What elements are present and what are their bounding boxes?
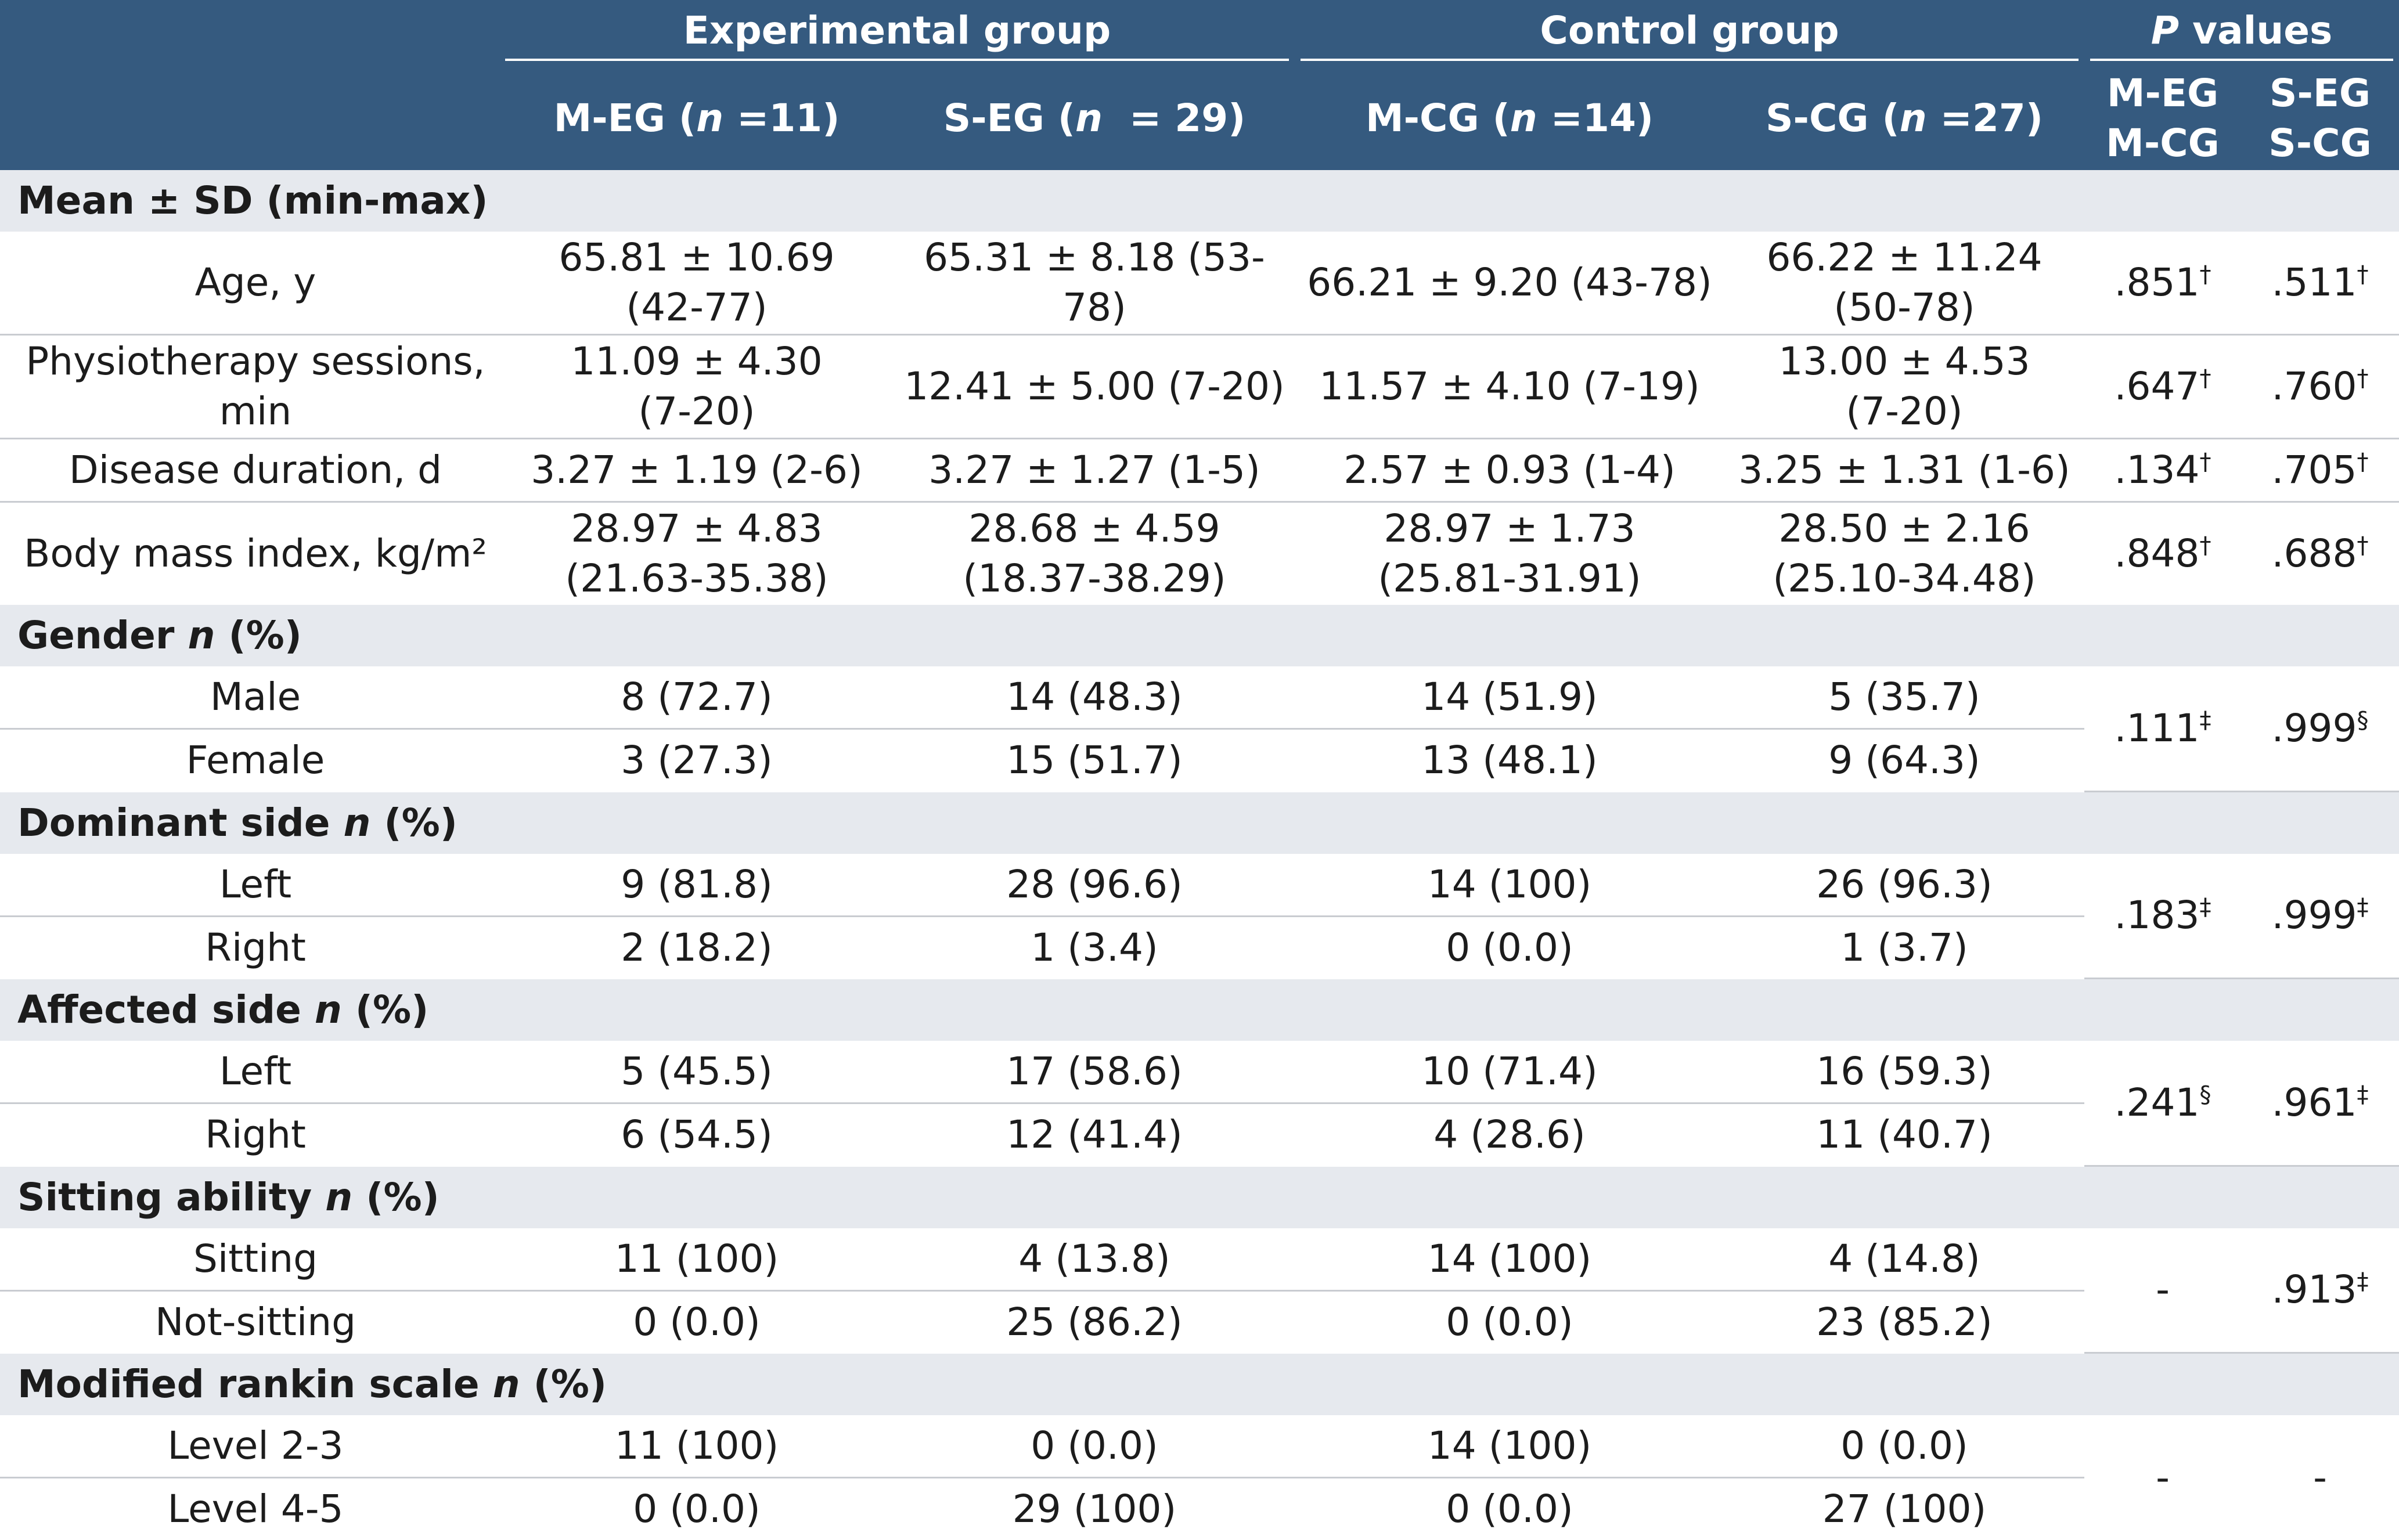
row-sitting: Sitting 11 (100) 4 (13.8) 14 (100) 4 (14… (0, 1228, 2399, 1291)
row-bmi: Body mass index, kg/m² 28.97 ± 4.83(21.6… (0, 502, 2399, 605)
row-level-2-3: Level 2-3 11 (100) 0 (0.0) 14 (100) 0 (0… (0, 1415, 2399, 1478)
row-dominant-left: Left 9 (81.8) 28 (96.6) 14 (100) 26 (96.… (0, 854, 2399, 917)
section-mean-sd: Mean ± SD (min-max) (0, 170, 2399, 232)
row-female: Female 3 (27.3) 15 (51.7) 13 (48.1) 9 (6… (0, 729, 2399, 792)
section-gender: Gender n (%) (0, 605, 2399, 666)
row-affected-right: Right 6 (54.5) 12 (41.4) 4 (28.6) 11 (40… (0, 1103, 2399, 1166)
row-male: Male 8 (72.7) 14 (48.3) 14 (51.9) 5 (35.… (0, 666, 2399, 729)
header-scg: S-CG (n =27) (1724, 67, 2084, 170)
header-experimental-group: Experimental group (499, 0, 1295, 67)
row-level-4-5: Level 4-5 0 (0.0) 29 (100) 0 (0.0) 27 (1… (0, 1478, 2399, 1540)
header-control-group: Control group (1295, 0, 2084, 67)
row-physiotherapy: Physiotherapy sessions,min 11.09 ± 4.30(… (0, 335, 2399, 439)
header-mcg: M-CG (n =14) (1295, 67, 1724, 170)
section-dominant-side: Dominant side n (%) (0, 791, 2399, 854)
row-affected-left: Left 5 (45.5) 17 (58.6) 10 (71.4) 16 (59… (0, 1041, 2399, 1103)
row-disease-duration: Disease duration, d 3.27 ± 1.19 (2-6) 3.… (0, 439, 2399, 502)
header-meg: M-EG (n =11) (499, 67, 894, 170)
header-corner (0, 0, 499, 170)
section-modified-rankin: Modified rankin scale n (%) (0, 1353, 2399, 1416)
row-age: Age, y 65.81 ± 10.69(42-77) 65.31 ± 8.18… (0, 232, 2399, 335)
section-affected-side: Affected side n (%) (0, 979, 2399, 1041)
header-p-values: P values (2084, 0, 2399, 67)
row-dominant-right: Right 2 (18.2) 1 (3.4) 0 (0.0) 1 (3.7) (0, 916, 2399, 979)
section-sitting-ability: Sitting ability n (%) (0, 1166, 2399, 1228)
header-seg: S-EG (n = 29) (894, 67, 1295, 170)
row-not-sitting: Not-sitting 0 (0.0) 25 (86.2) 0 (0.0) 23… (0, 1290, 2399, 1353)
